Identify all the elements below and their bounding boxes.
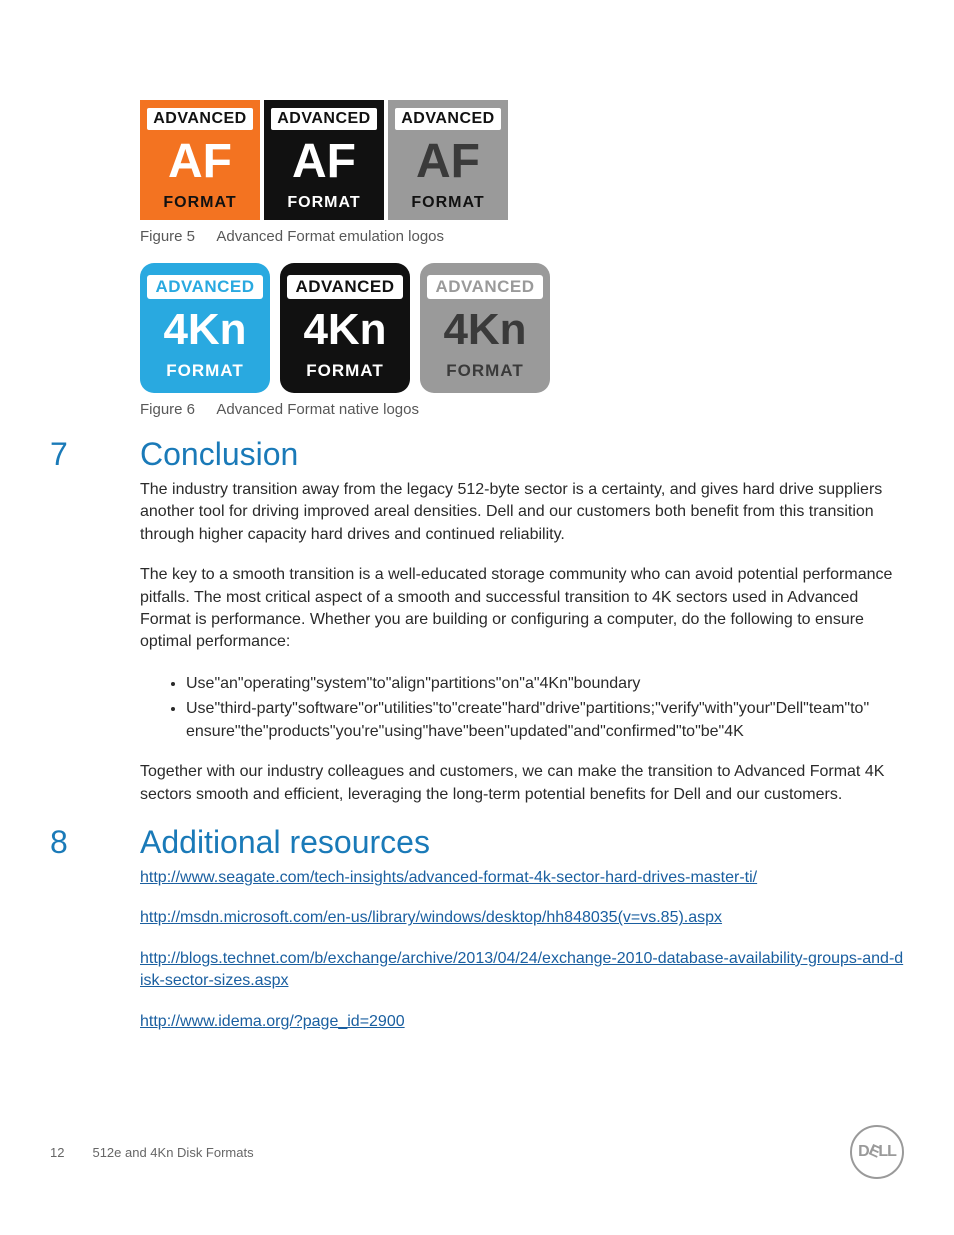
- logo-format-label: FORMAT: [163, 194, 236, 212]
- section7-bullets: Use"an"operating"system"to"align"partiti…: [186, 672, 904, 744]
- section7-p1: The industry transition away from the le…: [140, 479, 904, 546]
- figure5-caption: Figure 5 Advanced Format emulation logos: [140, 228, 904, 245]
- resource-link[interactable]: http://www.seagate.com/tech-insights/adv…: [140, 867, 904, 889]
- logo-advanced-label: ADVANCED: [427, 275, 542, 299]
- logo-format-label: FORMAT: [446, 361, 523, 381]
- section7-number: 7: [50, 436, 140, 473]
- section8-number: 8: [50, 824, 140, 861]
- kn-logo: ADVANCED 4Kn FORMAT: [280, 263, 410, 393]
- af-logo: ADVANCED AF FORMAT: [264, 100, 384, 220]
- logo-advanced-label: ADVANCED: [147, 275, 262, 299]
- logo-mid-label: AF: [292, 138, 356, 186]
- section8-header: 8 Additional resources: [50, 824, 904, 861]
- logo-mid-label: 4Kn: [443, 308, 526, 352]
- dell-logo-icon: DELL: [850, 1125, 904, 1179]
- af-logo: ADVANCED AF FORMAT: [140, 100, 260, 220]
- logo-mid-label: AF: [168, 138, 232, 186]
- logo-mid-label: 4Kn: [163, 308, 246, 352]
- figure5-label: Figure 5: [140, 228, 195, 245]
- logo-mid-label: 4Kn: [303, 308, 386, 352]
- resource-link[interactable]: http://blogs.technet.com/b/exchange/arch…: [140, 948, 904, 993]
- section7-title: Conclusion: [140, 436, 298, 473]
- logo-advanced-label: ADVANCED: [271, 108, 376, 130]
- bullet-item: Use"an"operating"system"to"align"partiti…: [186, 672, 904, 695]
- section7-p3: Together with our industry colleagues an…: [140, 761, 904, 806]
- logo-format-label: FORMAT: [287, 194, 360, 212]
- resource-link[interactable]: http://msdn.microsoft.com/en-us/library/…: [140, 907, 904, 929]
- figure6-logos: ADVANCED4KnFORMATADVANCED4KnFORMATADVANC…: [140, 263, 904, 393]
- figure6-text: Advanced Format native logos: [216, 401, 419, 418]
- figure5-logos: ADVANCEDAFFORMATADVANCEDAFFORMATADVANCED…: [140, 100, 904, 220]
- resource-link[interactable]: http://www.idema.org/?page_id=2900: [140, 1011, 904, 1033]
- kn-logo: ADVANCED 4Kn FORMAT: [140, 263, 270, 393]
- logo-format-label: FORMAT: [166, 361, 243, 381]
- figure6-caption: Figure 6 Advanced Format native logos: [140, 401, 904, 418]
- page-footer: 12 512e and 4Kn Disk Formats DELL: [50, 1125, 904, 1179]
- figure5-text: Advanced Format emulation logos: [216, 228, 444, 245]
- page-number: 12: [50, 1145, 64, 1160]
- figure6-label: Figure 6: [140, 401, 195, 418]
- kn-logo: ADVANCED 4Kn FORMAT: [420, 263, 550, 393]
- logo-advanced-label: ADVANCED: [287, 275, 402, 299]
- logo-format-label: FORMAT: [306, 361, 383, 381]
- logo-mid-label: AF: [416, 138, 480, 186]
- logo-format-label: FORMAT: [411, 194, 484, 212]
- logo-advanced-label: ADVANCED: [147, 108, 252, 130]
- section7-p2: The key to a smooth transition is a well…: [140, 564, 904, 654]
- logo-advanced-label: ADVANCED: [395, 108, 500, 130]
- bullet-item: Use"third-party"software"or"utilities"to…: [186, 697, 904, 743]
- section7-header: 7 Conclusion: [50, 436, 904, 473]
- section8-title: Additional resources: [140, 824, 430, 861]
- af-logo: ADVANCED AF FORMAT: [388, 100, 508, 220]
- doc-title: 512e and 4Kn Disk Formats: [92, 1145, 253, 1160]
